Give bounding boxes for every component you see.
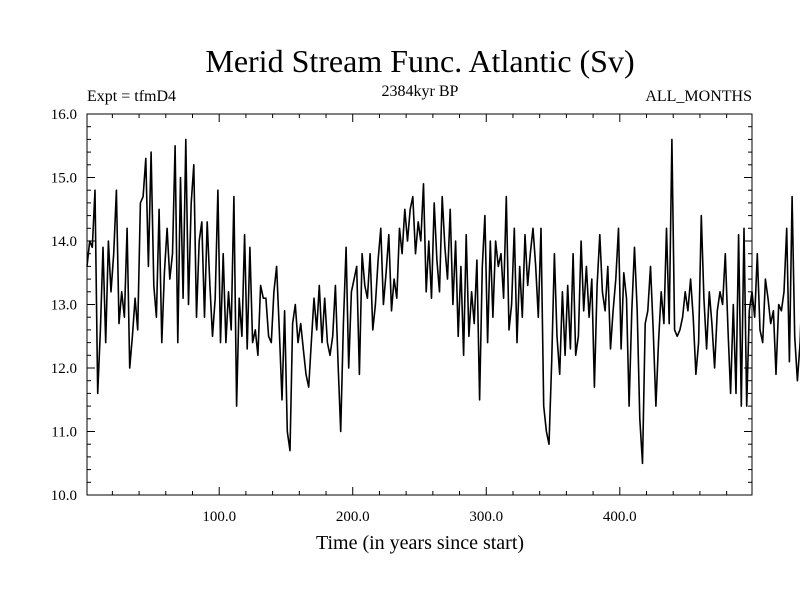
y-axis: 10.0 11.0 12.0 13.0 14.0 15.0 16.0 bbox=[51, 107, 752, 504]
y-tick-label: 13.0 bbox=[51, 298, 77, 314]
x-axis-label: Time (in years since start) bbox=[316, 532, 524, 554]
series-line-atlantic-moc bbox=[86, 138, 800, 465]
y-tick-label: 14.0 bbox=[51, 234, 77, 250]
months-label: ALL_MONTHS bbox=[645, 88, 752, 105]
period-label: 2384kyr BP bbox=[382, 83, 459, 100]
x-axis: 100.0 200.0 300.0 400.0 bbox=[111, 114, 728, 525]
x-tick-label: 300.0 bbox=[469, 509, 503, 525]
x-tick-label: 400.0 bbox=[603, 509, 637, 525]
y-tick-label: 10.0 bbox=[51, 488, 77, 504]
chart-title: Merid Stream Func. Atlantic (Sv) bbox=[205, 43, 634, 79]
x-tick-label: 200.0 bbox=[336, 509, 370, 525]
y-tick-label: 15.0 bbox=[51, 171, 77, 187]
y-tick-label: 16.0 bbox=[51, 107, 77, 123]
y-tick-label: 12.0 bbox=[51, 361, 77, 377]
experiment-label: Expt = tfmD4 bbox=[87, 88, 176, 105]
x-tick-label: 100.0 bbox=[202, 509, 236, 525]
plot-frame bbox=[86, 113, 753, 496]
y-tick-label: 11.0 bbox=[51, 425, 77, 441]
